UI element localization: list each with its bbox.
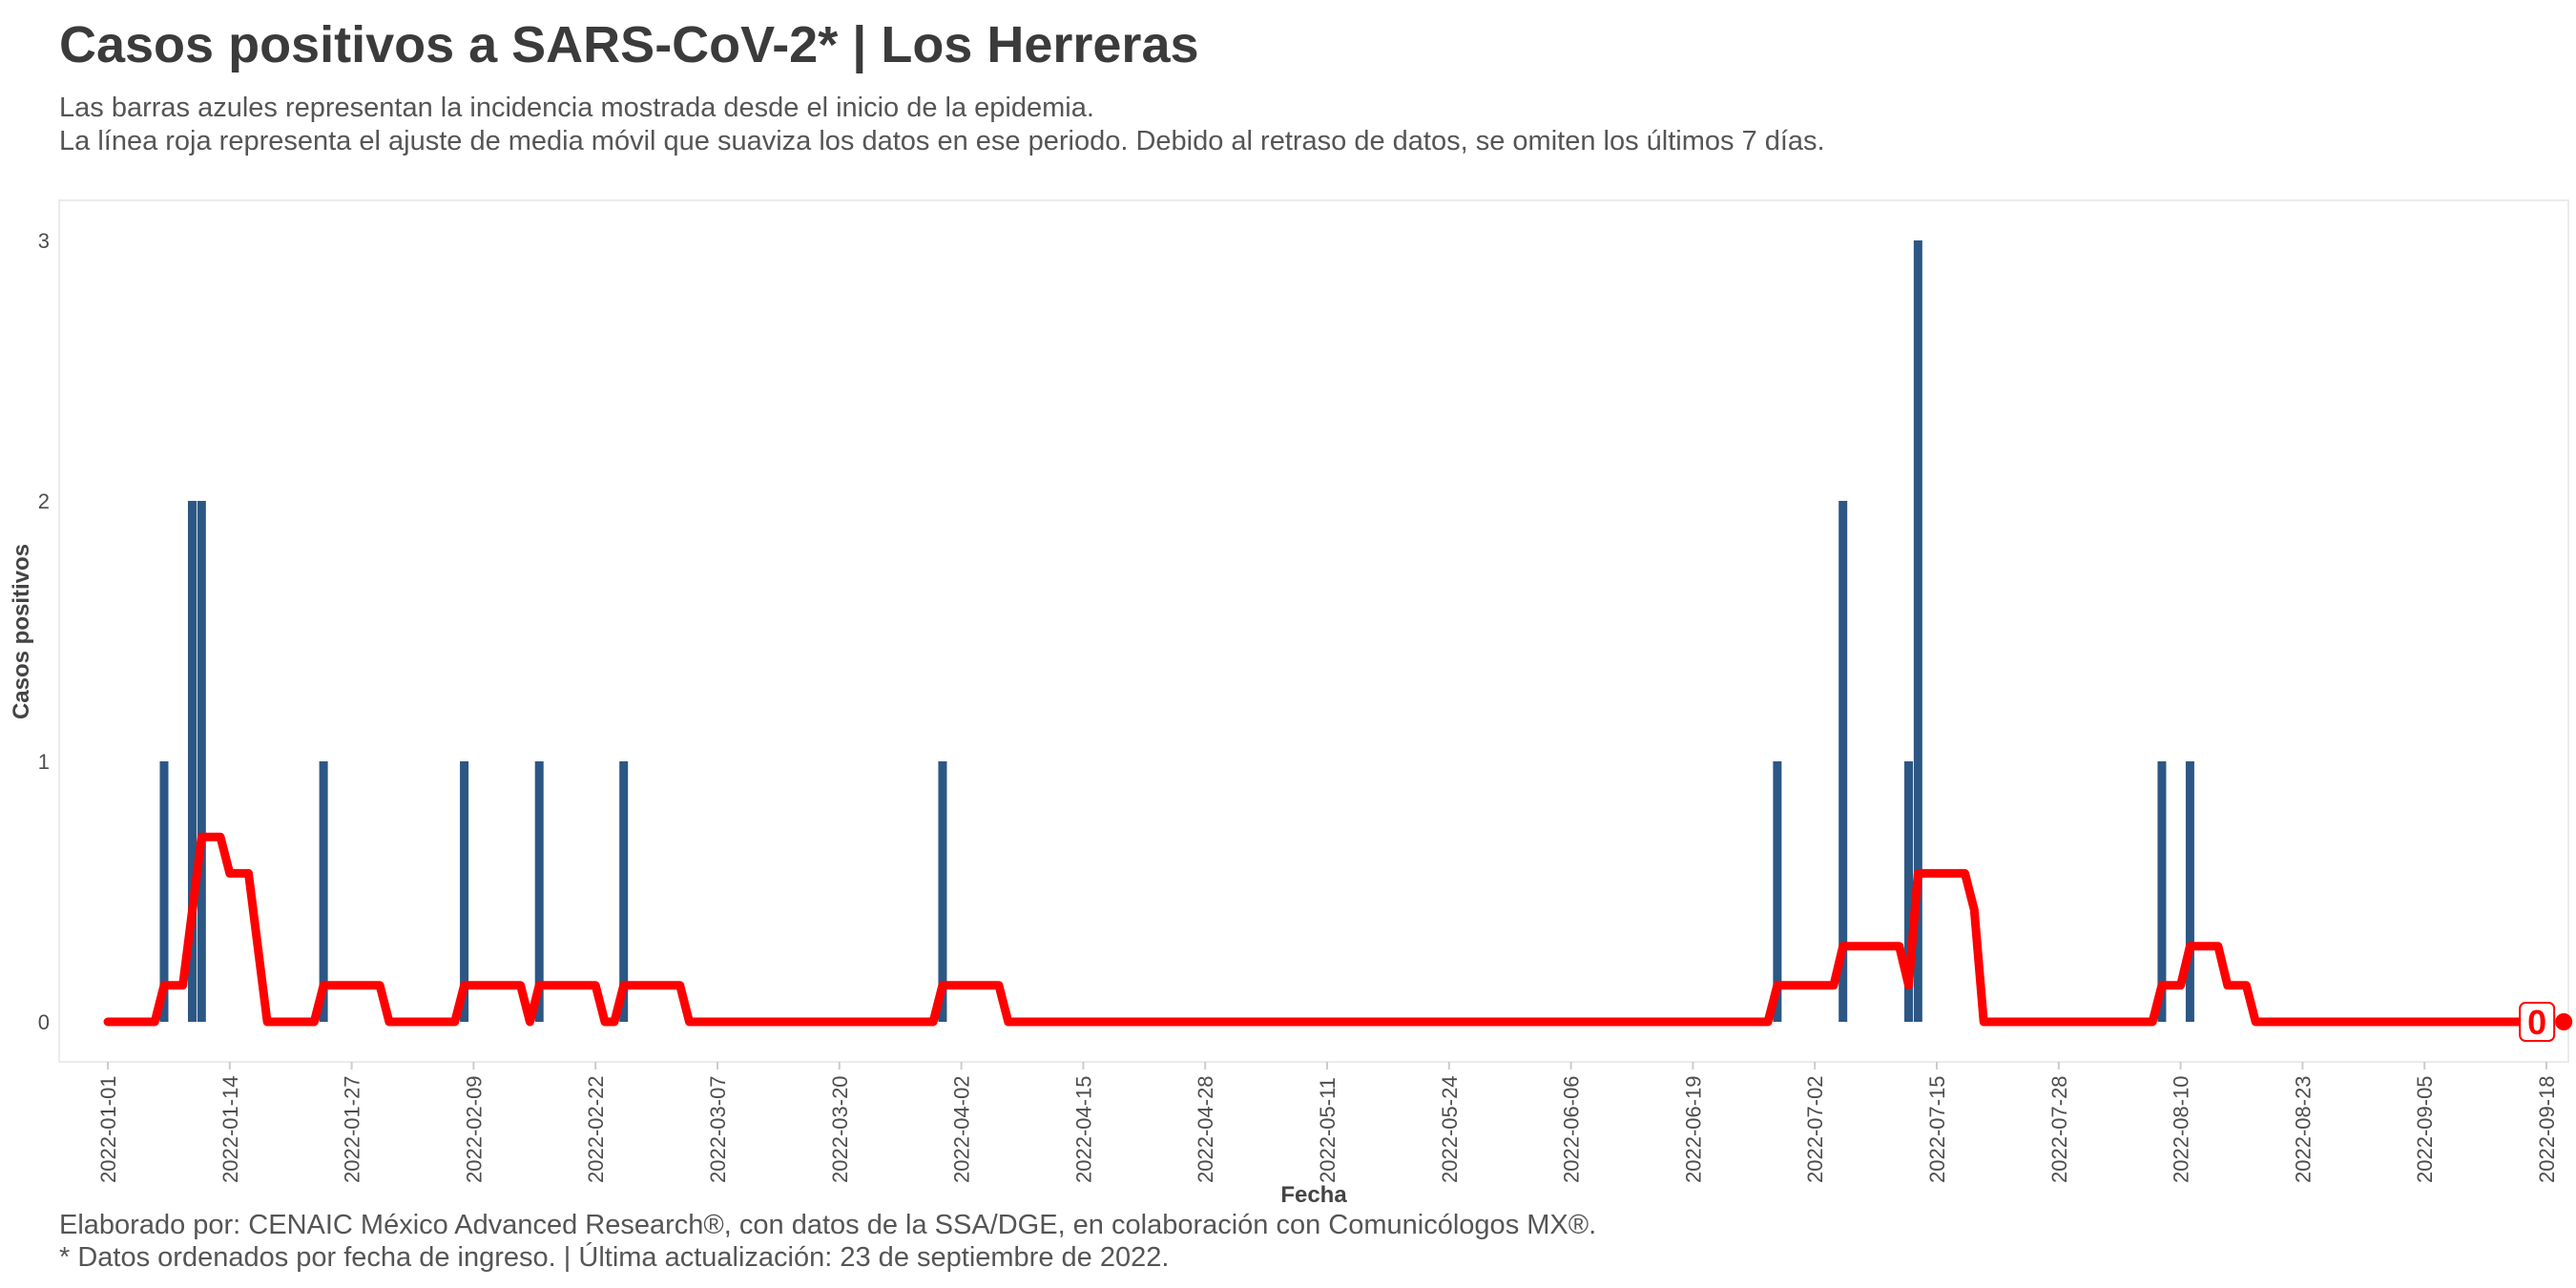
- x-tick-label: 2022-04-15: [1071, 1075, 1095, 1183]
- x-axis: 2022-01-01 2022-01-14 2022-01-27 2022-02-09…: [96, 1062, 2559, 1183]
- x-tick-label: 2022-07-28: [2047, 1075, 2071, 1183]
- bar: [619, 761, 629, 1022]
- chart-subtitle-line: La línea roja representa el ajuste de me…: [59, 126, 1825, 156]
- y-tick-label: 3: [38, 229, 50, 253]
- y-tick-label: 0: [38, 1010, 50, 1034]
- y-tick-label: 1: [38, 750, 50, 774]
- bar: [460, 761, 469, 1022]
- x-tick-label: 2022-01-14: [218, 1075, 242, 1183]
- x-tick-label: 2022-06-06: [1560, 1075, 1584, 1183]
- chart-subtitle-bars: Las barras azules representan la inciden…: [59, 93, 1094, 123]
- x-tick-label: 2022-06-19: [1681, 1075, 1705, 1183]
- moving-average-line: [103, 832, 2532, 1027]
- x-tick-label: 2022-08-10: [2170, 1075, 2193, 1183]
- caption-note: * Datos ordenados por fecha de ingreso. …: [59, 1242, 1170, 1273]
- x-tick-label: 2022-01-27: [341, 1075, 364, 1183]
- last-point-marker: [2555, 1013, 2573, 1030]
- bar: [1839, 501, 1848, 1022]
- x-tick-label: 2022-04-28: [1194, 1075, 1217, 1183]
- bar-series: [159, 240, 2194, 1022]
- y-tick-label: 2: [38, 489, 50, 513]
- x-tick-label: 2022-04-02: [950, 1075, 974, 1183]
- y-axis: 0 1 2 3: [38, 229, 50, 1034]
- x-tick-label: 2022-05-24: [1438, 1075, 1462, 1183]
- bar: [197, 501, 206, 1022]
- bar: [534, 761, 544, 1022]
- x-tick-label: 2022-01-01: [96, 1075, 120, 1183]
- x-tick-label: 2022-07-02: [1803, 1075, 1827, 1183]
- bar: [1773, 761, 1782, 1022]
- bar: [159, 761, 169, 1022]
- bar: [187, 501, 197, 1022]
- x-tick-label: 2022-02-09: [462, 1075, 486, 1183]
- x-tick-label: 2022-03-20: [828, 1075, 852, 1183]
- bar: [938, 761, 947, 1022]
- bar: [319, 761, 328, 1022]
- plot-panel: [58, 199, 2569, 1063]
- bar: [1913, 240, 1922, 1022]
- x-tick-label: 2022-05-11: [1316, 1077, 1340, 1183]
- bar: [1904, 761, 1914, 1022]
- x-tick-label: 2022-08-23: [2291, 1075, 2315, 1183]
- x-tick-label: 2022-09-18: [2535, 1075, 2559, 1183]
- last-point-label-box: [2519, 1002, 2556, 1042]
- x-tick-label: 2022-02-22: [584, 1075, 608, 1183]
- last-point-label: 0: [2527, 1003, 2546, 1042]
- bar: [2185, 761, 2194, 1022]
- x-tick-label: 2022-07-15: [1925, 1075, 1949, 1183]
- caption-source: Elaborado por: CENAIC México Advanced Re…: [59, 1210, 1597, 1240]
- y-axis-label: Casos positivos: [9, 544, 34, 719]
- bar: [2157, 761, 2167, 1022]
- x-tick-label: 2022-09-05: [2413, 1075, 2437, 1183]
- x-axis-label: Fecha: [1280, 1182, 1347, 1208]
- chart-title: Casos positivos a SARS-CoV-2* | Los Herr…: [59, 16, 1199, 73]
- x-tick-label: 2022-03-07: [706, 1075, 730, 1183]
